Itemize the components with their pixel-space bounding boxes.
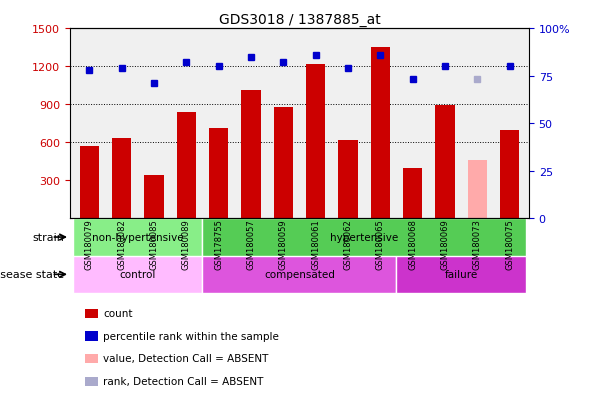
Text: control: control — [120, 270, 156, 280]
Bar — [435, 106, 455, 219]
Bar — [403, 168, 423, 219]
Bar — [338, 140, 358, 219]
Text: rank, Detection Call = ABSENT: rank, Detection Call = ABSENT — [103, 376, 264, 386]
Text: GSM180082: GSM180082 — [117, 219, 126, 270]
Text: non-hypertensive: non-hypertensive — [92, 233, 184, 242]
Text: GSM180059: GSM180059 — [279, 219, 288, 269]
Bar — [468, 161, 487, 219]
Bar — [370, 48, 390, 219]
Bar — [73, 219, 202, 256]
Text: compensated: compensated — [264, 270, 335, 280]
Title: GDS3018 / 1387885_at: GDS3018 / 1387885_at — [218, 12, 381, 26]
Text: failure: failure — [444, 270, 478, 280]
Text: GSM180089: GSM180089 — [182, 219, 191, 270]
Bar — [202, 256, 396, 293]
Bar — [274, 107, 293, 219]
Bar — [241, 91, 261, 219]
Text: GSM180075: GSM180075 — [505, 219, 514, 270]
Text: GSM178755: GSM178755 — [214, 219, 223, 270]
Bar — [209, 129, 229, 219]
Text: GSM180073: GSM180073 — [473, 219, 482, 270]
Bar — [73, 256, 202, 293]
Text: disease state: disease state — [0, 270, 64, 280]
Bar — [176, 112, 196, 219]
Bar — [202, 219, 526, 256]
Bar — [500, 130, 519, 219]
Bar — [306, 64, 325, 219]
Text: hypertensive: hypertensive — [330, 233, 398, 242]
Text: GSM180069: GSM180069 — [440, 219, 449, 270]
Text: count: count — [103, 308, 133, 318]
Text: strain: strain — [32, 233, 64, 242]
Bar — [112, 139, 131, 219]
Text: percentile rank within the sample: percentile rank within the sample — [103, 331, 279, 341]
Bar — [396, 256, 526, 293]
Text: GSM180085: GSM180085 — [150, 219, 159, 270]
Text: GSM180062: GSM180062 — [344, 219, 353, 270]
Text: GSM180079: GSM180079 — [85, 219, 94, 270]
Text: GSM180068: GSM180068 — [408, 219, 417, 270]
Bar — [80, 147, 99, 219]
Text: GSM180065: GSM180065 — [376, 219, 385, 270]
Text: GSM180061: GSM180061 — [311, 219, 320, 270]
Text: value, Detection Call = ABSENT: value, Detection Call = ABSENT — [103, 354, 269, 363]
Text: GSM180057: GSM180057 — [246, 219, 255, 270]
Bar — [144, 176, 164, 219]
